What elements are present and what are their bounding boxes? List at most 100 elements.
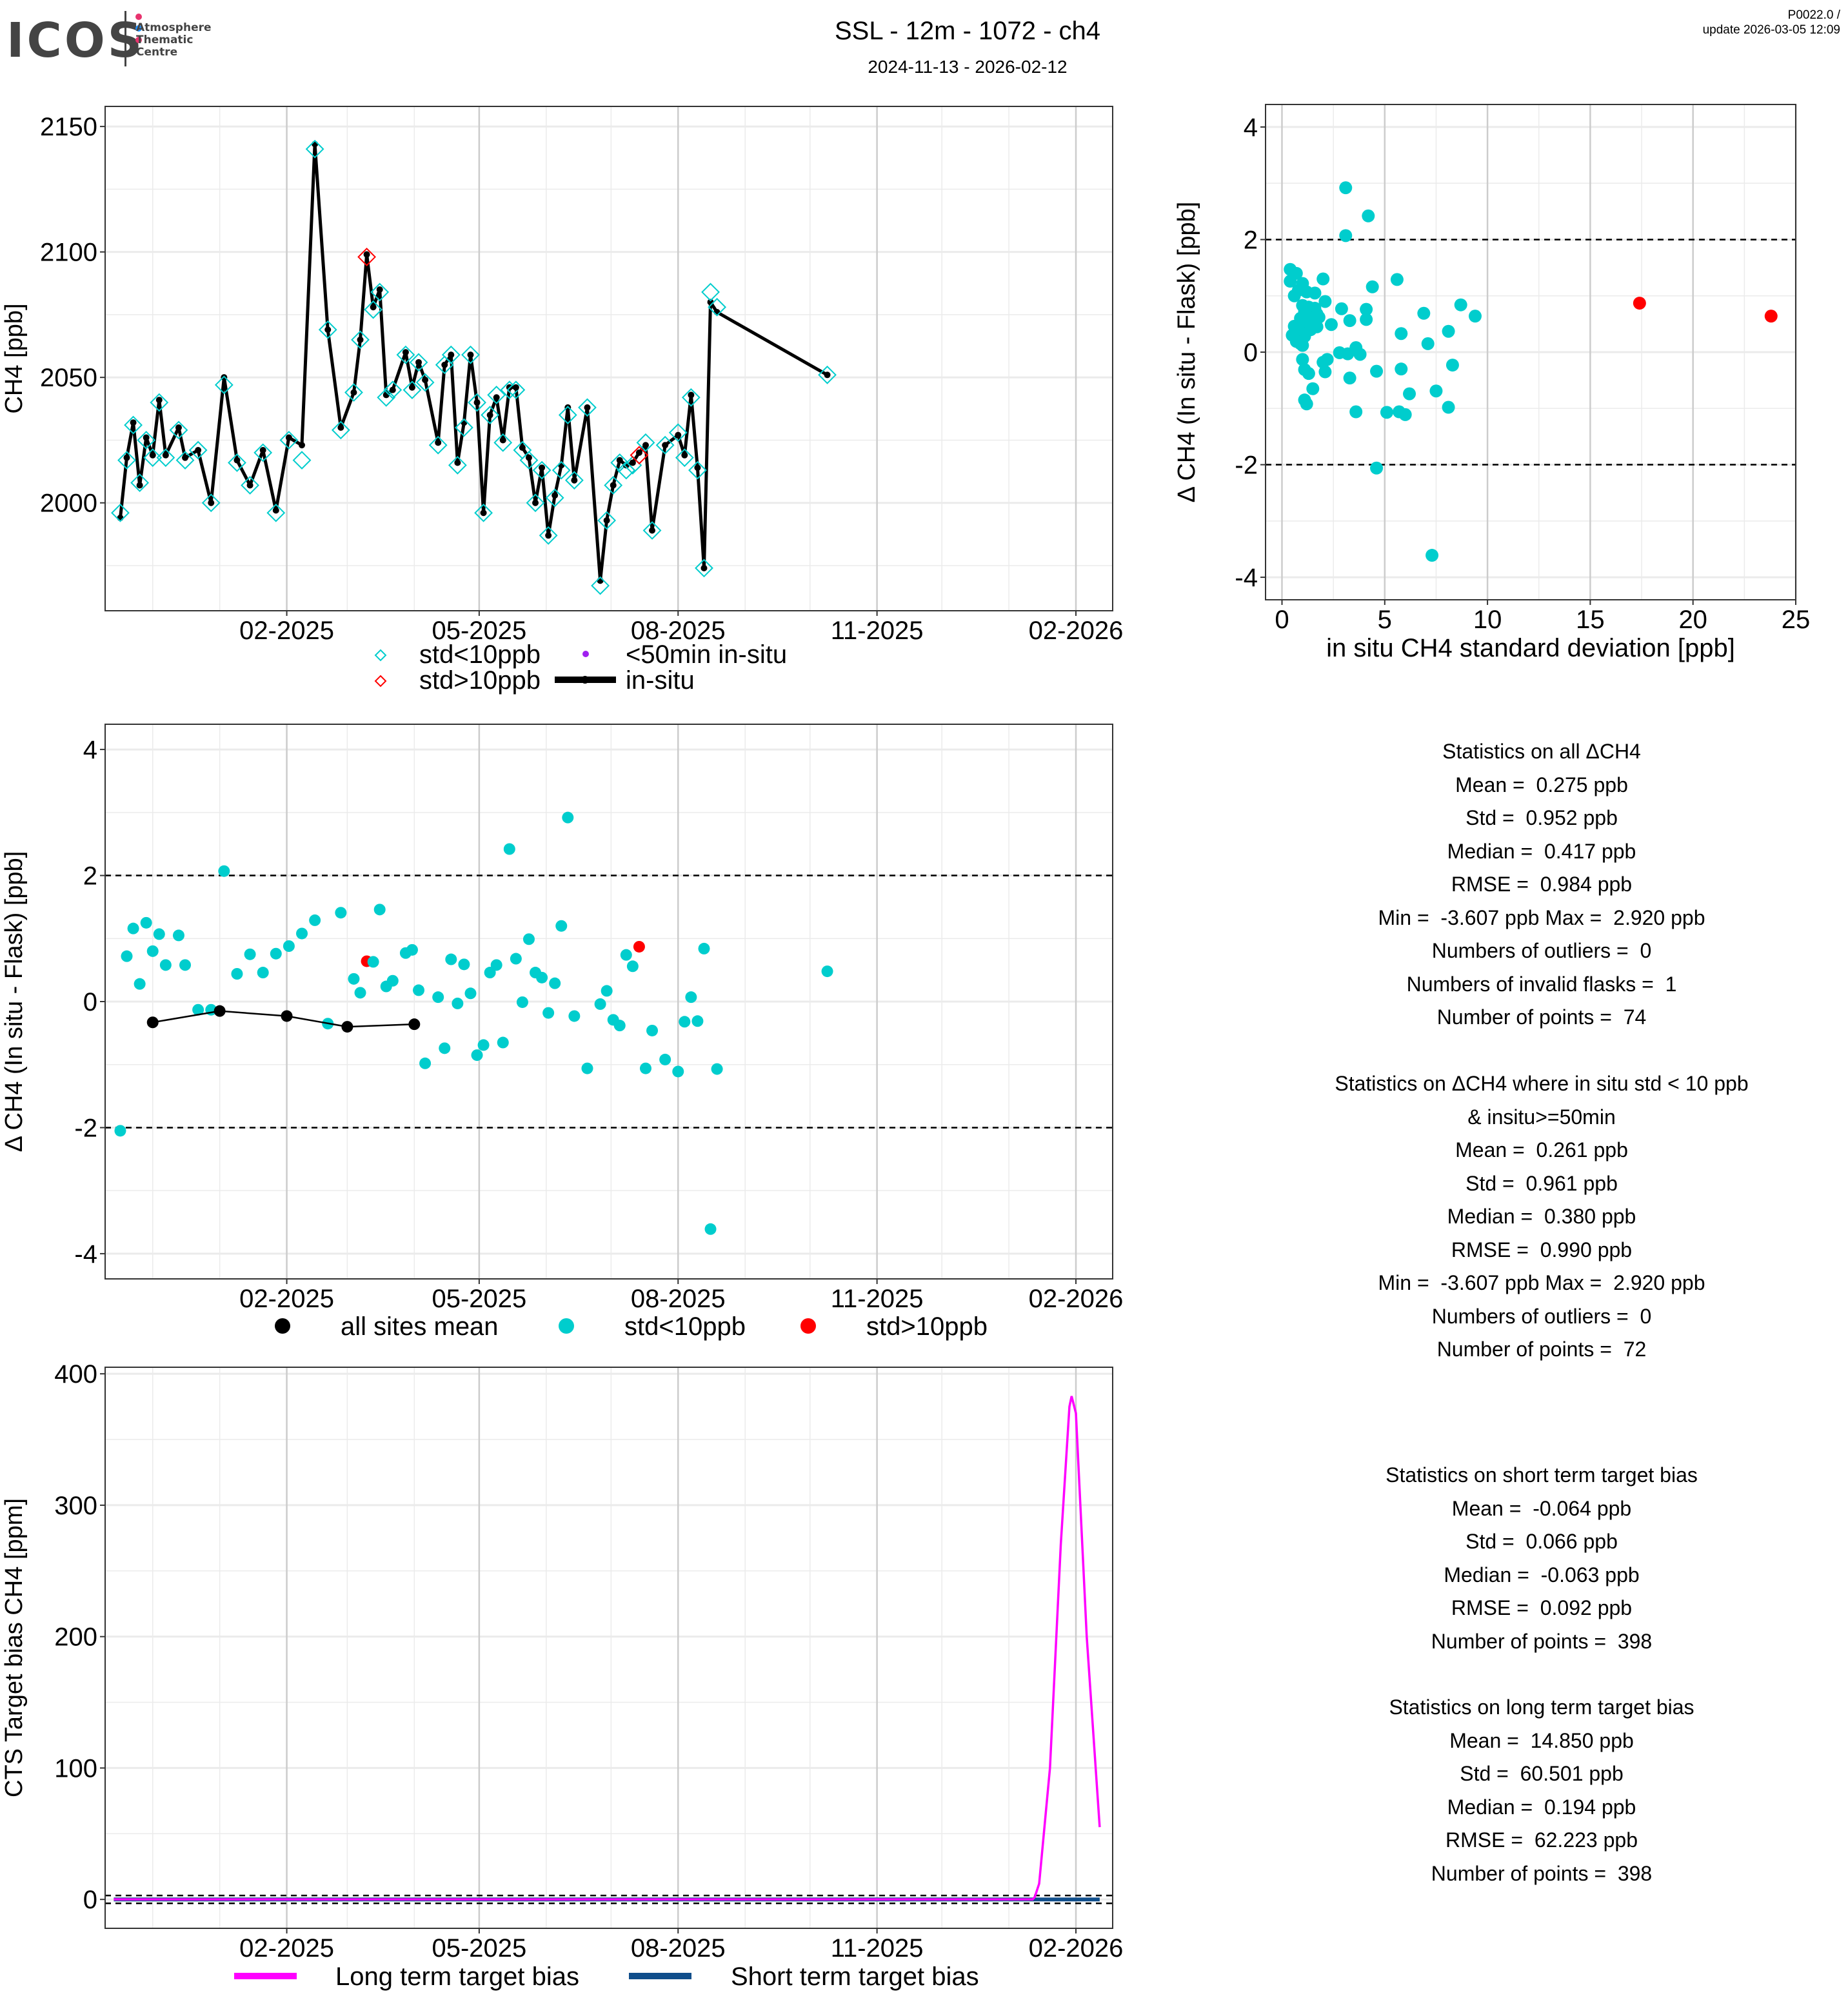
in-situ-point xyxy=(363,251,370,258)
in-situ-point xyxy=(435,439,442,446)
flask-diamond xyxy=(655,435,675,455)
scatter-point xyxy=(1398,408,1412,421)
stats-line: Min = -3.607 ppb Max = 2.920 ppb xyxy=(1378,905,1705,929)
in-situ-point xyxy=(299,442,306,449)
flask-diamond xyxy=(688,460,707,480)
in-situ-point xyxy=(155,397,163,404)
delta-vs-std-scatter-chart: -4 -2 0 2 4 0 5 10 15 20 25 Δ CH4 (In situ - Flask)… xyxy=(1173,104,1810,662)
flask-diamond xyxy=(409,353,428,372)
legend-label: all sites mean xyxy=(341,1312,499,1341)
in-situ-point xyxy=(117,515,124,522)
flask-diamond xyxy=(668,423,688,442)
delta-point xyxy=(452,997,464,1009)
logo-divider xyxy=(124,11,126,66)
scatter-point xyxy=(1454,298,1467,311)
stats-line: Numbers of invalid flasks = 1 xyxy=(1406,972,1677,996)
in-situ-point xyxy=(662,442,669,449)
scatter-point xyxy=(1421,337,1435,350)
stats-line: Mean = 0.261 ppb xyxy=(1455,1138,1628,1162)
in-situ-point xyxy=(539,464,546,471)
y-tick-label: 400 xyxy=(54,1361,97,1389)
scatter-point xyxy=(1341,347,1355,361)
stats-line: Mean = 0.275 ppb xyxy=(1455,773,1628,796)
delta-point xyxy=(490,959,502,971)
scatter-point xyxy=(1366,280,1379,293)
in-situ-point xyxy=(597,577,604,584)
in-situ-point xyxy=(350,389,357,396)
delta-point xyxy=(679,1016,691,1028)
all-sites-mean-point xyxy=(146,1016,159,1029)
flask-diamond xyxy=(481,406,500,424)
y-tick-label: 2 xyxy=(83,862,97,891)
scatter-point xyxy=(1318,295,1332,308)
delta-point xyxy=(516,996,528,1008)
y-tick-label: 2150 xyxy=(40,113,97,141)
stats-line: RMSE = 62.223 ppb xyxy=(1446,1828,1638,1852)
plot-frame xyxy=(104,106,1113,611)
scatter-point xyxy=(1284,275,1297,288)
scatter-point xyxy=(1395,362,1408,376)
delta-point xyxy=(646,1024,659,1036)
y-tick-label: -2 xyxy=(1235,451,1258,480)
x-tick-label: 05-2025 xyxy=(432,1285,526,1313)
in-situ-point xyxy=(603,517,610,524)
in-situ-point xyxy=(571,477,578,484)
flask-diamond xyxy=(253,443,273,462)
flask-diamond xyxy=(370,282,390,302)
delta-point xyxy=(698,942,710,954)
legend-label: in-situ xyxy=(626,666,695,695)
in-situ-point xyxy=(473,399,481,406)
in-situ-point xyxy=(486,411,493,419)
y-tick-label: 300 xyxy=(54,1492,97,1520)
stats-line: Number of points = 398 xyxy=(1431,1861,1653,1885)
delta-point xyxy=(445,953,457,965)
scatter-point xyxy=(1306,382,1320,395)
flask-diamond xyxy=(351,330,370,350)
flask-diamond xyxy=(428,435,448,455)
y-tick-label: 200 xyxy=(54,1623,97,1652)
delta-point xyxy=(309,914,321,926)
x-tick-label: 02-2025 xyxy=(239,1285,334,1313)
stats-line: Std = 0.961 ppb xyxy=(1465,1171,1618,1195)
stats-line: Mean = 14.850 ppb xyxy=(1449,1728,1634,1752)
in-situ-point xyxy=(551,492,559,499)
logo-dots-icon xyxy=(135,12,143,46)
flask-diamond xyxy=(364,300,383,319)
y-axis-label: Δ CH4 (In situ - Flask) [ppb] xyxy=(1,851,28,1152)
stats-line: RMSE = 0.984 ppb xyxy=(1451,873,1633,896)
flask-diamond xyxy=(228,453,246,472)
scatter-point xyxy=(1312,310,1326,324)
scatter-point xyxy=(1380,406,1393,419)
flask-diamond xyxy=(188,440,208,460)
target-bias-chart: 0 100 200 300 400 02-2025 05-2025 08-2025 11-202… xyxy=(1,1361,1123,1991)
in-situ-point xyxy=(136,482,143,489)
flask-diamond xyxy=(117,451,136,470)
stats-line: Median = 0.417 ppb xyxy=(1447,839,1636,863)
in-situ-point xyxy=(246,482,253,489)
page-title: SSL - 12m - 1072 - ch4 xyxy=(834,17,1101,45)
in-situ-point xyxy=(149,451,156,459)
in-situ-point xyxy=(694,464,701,471)
in-situ-point xyxy=(635,449,642,456)
delta-point xyxy=(439,1042,451,1054)
scatter-point xyxy=(1296,339,1309,352)
delta-point xyxy=(691,1015,704,1027)
flask-diamond xyxy=(377,388,396,407)
scatter-point xyxy=(1291,319,1305,332)
scatter-point xyxy=(1302,367,1315,381)
stats-line: RMSE = 0.092 ppb xyxy=(1451,1596,1633,1619)
flask-diamond xyxy=(474,503,493,522)
delta-point xyxy=(711,1063,723,1075)
delta-point xyxy=(367,956,379,968)
scatter-point xyxy=(1442,324,1455,338)
flask-diamond xyxy=(630,446,649,465)
y-tick-label: 2100 xyxy=(40,239,97,267)
stats-line: Std = 60.501 ppb xyxy=(1460,1762,1624,1785)
delta-point xyxy=(373,904,386,916)
x-tick-label: 5 xyxy=(1378,606,1392,634)
in-situ-point xyxy=(824,371,831,379)
flask-diamond xyxy=(331,420,350,440)
flask-diamond xyxy=(318,320,337,339)
flask-diamond xyxy=(610,453,630,472)
y-tick-label: 2000 xyxy=(40,489,97,518)
